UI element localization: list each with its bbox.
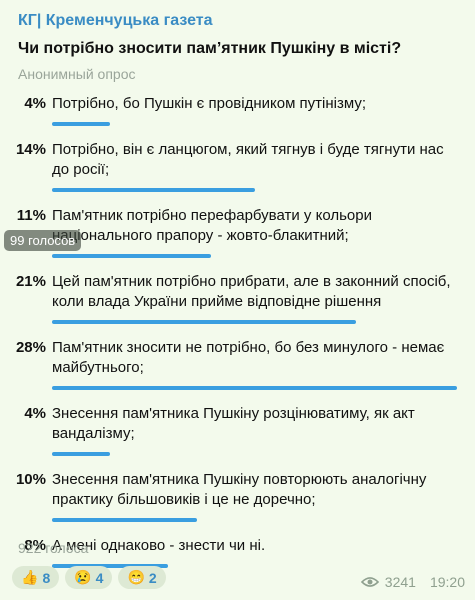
option-bar bbox=[52, 254, 212, 258]
option-percent: 8% bbox=[24, 537, 46, 554]
reactions: 👍 8 😢 4 😁 2 bbox=[12, 566, 166, 589]
poll-option[interactable]: 4% Знесення пам'ятника Пушкіну розцінюват… bbox=[0, 404, 475, 456]
poll-option[interactable]: 28% Пам'ятник зносити не потрібно, бо без… bbox=[0, 338, 475, 390]
views-icon bbox=[360, 577, 379, 587]
option-bar bbox=[52, 188, 255, 192]
poll-option[interactable]: 21% Цей пам'ятник потрібно прибрати, але … bbox=[0, 272, 475, 324]
option-bar bbox=[52, 386, 457, 390]
reaction-count: 8 bbox=[42, 569, 51, 586]
option-percent: 28% bbox=[15, 339, 46, 356]
reaction-emoji: 😢 bbox=[74, 569, 92, 585]
option-text: Цей пам'ятник потрібно прибрати, але в з… bbox=[52, 273, 451, 310]
option-bar bbox=[52, 320, 356, 324]
reaction-emoji: 👍 bbox=[21, 569, 39, 585]
option-bar bbox=[52, 122, 110, 126]
option-percent: 4% bbox=[24, 95, 46, 112]
reaction[interactable]: 👍 8 bbox=[12, 566, 60, 589]
reaction[interactable]: 😢 4 bbox=[65, 566, 113, 589]
total-votes: 922 голоса bbox=[18, 540, 89, 556]
option-bar bbox=[52, 564, 168, 568]
option-bar bbox=[52, 452, 110, 456]
channel-name[interactable]: КГ| Кременчуцька газета bbox=[18, 12, 213, 29]
meta: 3241 19:20 bbox=[360, 574, 465, 590]
option-text: Пам'ятник потрібно перефарбувати у кольо… bbox=[52, 207, 372, 244]
reaction[interactable]: 😁 2 bbox=[118, 566, 166, 589]
option-percent: 21% bbox=[15, 273, 46, 290]
option-text: Потрібно, він є ланцюгом, який тягнув і … bbox=[52, 141, 444, 178]
poll-option[interactable]: 4% Потрібно, бо Пушкін є провідником путі… bbox=[0, 94, 475, 126]
option-percent: 4% bbox=[24, 405, 46, 422]
option-percent: 10% bbox=[15, 471, 46, 488]
option-text: Потрібно, бо Пушкін є провідником путіні… bbox=[52, 95, 367, 112]
reaction-count: 4 bbox=[95, 569, 104, 586]
views: 3241 bbox=[384, 574, 416, 590]
option-text: Пам'ятник зносити не потрібно, бо без ми… bbox=[52, 339, 445, 376]
poll-option[interactable]: 8% А мені однаково - знести чи ні. bbox=[0, 536, 475, 568]
option-percent: 11% bbox=[16, 207, 46, 224]
poll-type: Анонимный опрос bbox=[18, 66, 136, 82]
poll-option[interactable]: 11% Пам'ятник потрібно перефарбувати у ко… bbox=[0, 206, 475, 258]
time: 19:20 bbox=[429, 574, 465, 590]
tooltip: 99 голосов bbox=[4, 230, 82, 251]
poll-options: 4% Потрібно, бо Пушкін є провідником путі… bbox=[0, 94, 475, 582]
reaction-emoji: 😁 bbox=[127, 569, 145, 585]
poll-question: Чи потрібно зносити пам’ятник Пушкіну в … bbox=[18, 40, 402, 57]
reaction-count: 2 bbox=[148, 569, 157, 586]
option-text: Знесення пам'ятника Пушкіну повторюють а… bbox=[52, 471, 427, 508]
option-text: А мені однаково - знести чи ні. bbox=[52, 537, 266, 554]
option-text: Знесення пам'ятника Пушкіну розцінюватим… bbox=[52, 405, 415, 442]
option-bar bbox=[52, 518, 197, 522]
poll-option[interactable]: 14% Потрібно, він є ланцюгом, який тягнув… bbox=[0, 140, 475, 192]
poll-option[interactable]: 10% Знесення пам'ятника Пушкіну повторюют… bbox=[0, 470, 475, 522]
option-percent: 14% bbox=[15, 141, 46, 158]
